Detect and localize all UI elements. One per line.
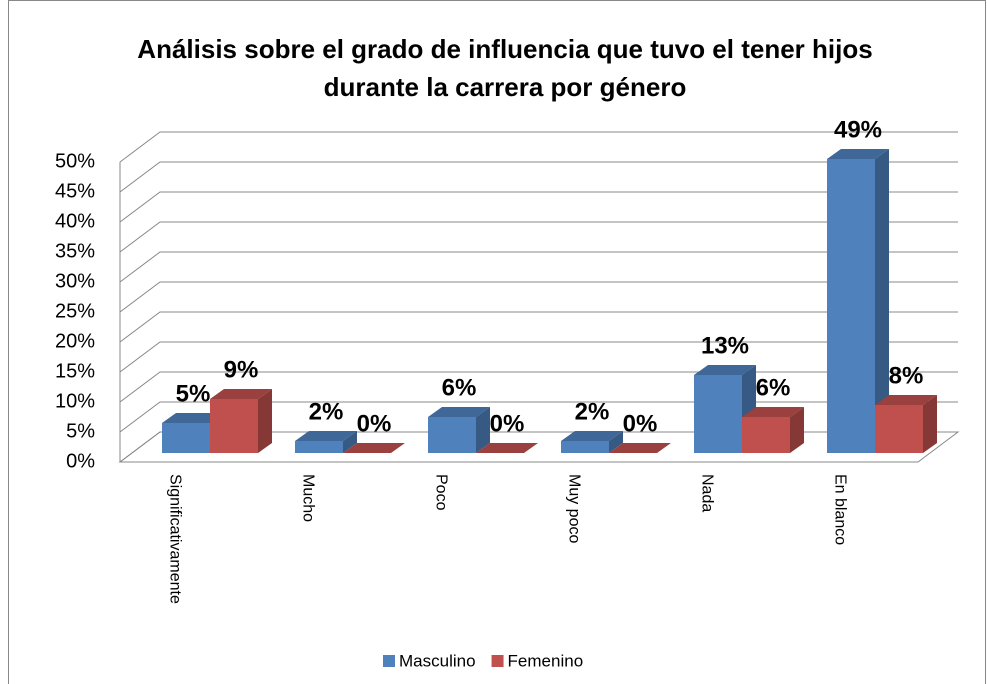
y-tick-label: 10% [55,390,95,412]
bar-top [742,407,804,417]
bar-side [790,407,804,453]
bar-front [875,405,923,453]
grid-line [119,191,958,223]
value-label: 8% [889,362,924,389]
grid-line [119,161,958,193]
bar-front [295,441,343,453]
legend-swatch [383,655,395,667]
bar-top [694,365,756,375]
bar-front [162,423,210,453]
y-tick-label: 50% [55,150,95,172]
bar-front [561,441,609,453]
value-label: 0% [357,410,392,437]
bar-top [210,389,272,399]
x-tick-label: Nada [698,474,715,512]
legend-label: Femenino [508,651,584,670]
grid-line [119,251,958,283]
bar-top [609,443,671,453]
y-tick-label: 5% [66,420,95,442]
bar-side [609,431,623,453]
value-label: 6% [756,374,791,401]
y-tick-label: 45% [55,180,95,202]
y-tick-label: 25% [55,300,95,322]
y-tick-label: 40% [55,210,95,232]
value-label: 6% [442,374,477,401]
grid-line [119,221,958,253]
value-label: 5% [176,380,211,407]
grid-line [119,371,958,403]
grid-line [119,311,958,343]
bar-top [561,431,623,441]
legend-swatch [491,655,504,667]
bar-top [875,395,937,405]
y-tick-label: 20% [55,330,95,352]
y-tick-label: 35% [55,240,95,262]
value-label: 2% [309,398,344,425]
bar-top [827,149,889,159]
grid-line [119,131,958,163]
value-label: 2% [575,398,610,425]
bar-front [827,159,875,453]
bar-side [923,395,937,453]
x-tick-label: Poco [432,474,449,511]
x-tick-label: Muy poco [565,474,582,543]
grid-line [119,401,958,433]
y-tick-label: 15% [55,360,95,382]
bar-front [210,399,258,453]
bar-top [428,407,490,417]
value-label: 0% [490,410,525,437]
grid-line [119,431,958,463]
bar-front [694,375,742,453]
x-tick-label: Significativamente [166,474,183,604]
bar-top [343,443,405,453]
bar-top [476,443,538,453]
value-label: 13% [701,332,749,359]
value-label: 49% [834,116,882,143]
bar-top [162,413,224,423]
x-tick-label: Mucho [299,474,316,522]
value-label: 9% [224,356,259,383]
bar-side [875,149,889,453]
grid-line [119,281,958,313]
legend-label: Masculino [399,651,476,670]
bar-side [343,431,357,453]
bar-top [295,431,357,441]
bar-front [742,417,790,453]
y-tick-label: 0% [66,450,95,472]
y-tick-label: 30% [55,270,95,292]
bar-front [428,417,476,453]
value-label: 0% [623,410,658,437]
chart-title: Análisis sobre el grado de influencia qu… [137,34,873,102]
bar-side [258,389,272,453]
grid-line [119,341,958,373]
x-tick-label: En blanco [831,474,848,545]
chart-border [8,0,986,684]
bar-side [476,407,490,453]
